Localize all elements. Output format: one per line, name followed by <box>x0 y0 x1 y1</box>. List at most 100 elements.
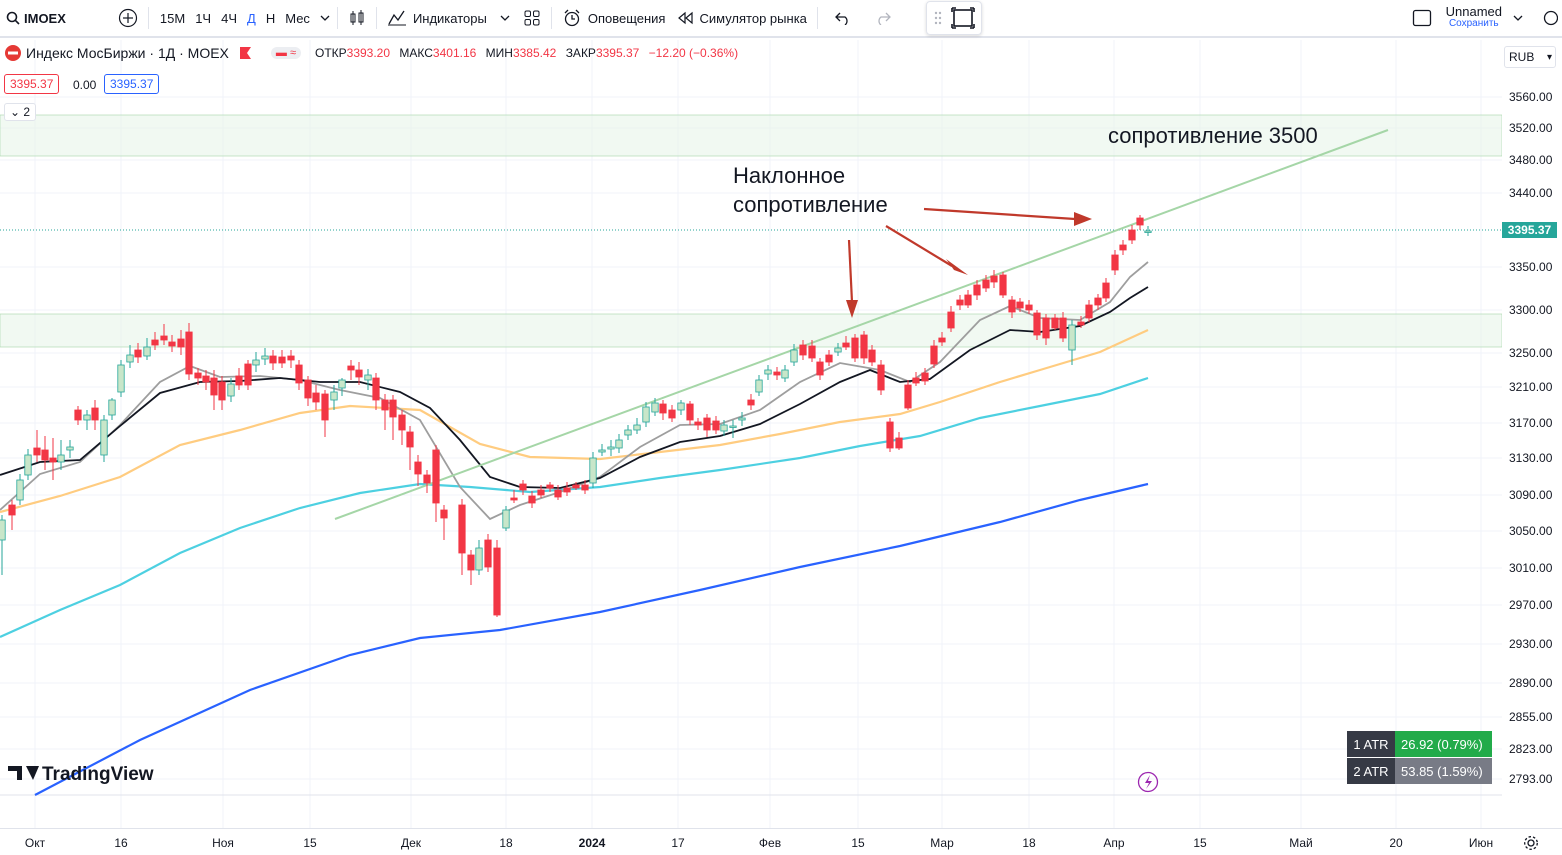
candle <box>589 452 597 488</box>
time-tick: Июн <box>1468 836 1494 850</box>
candle <box>651 398 659 416</box>
add-symbol-button[interactable] <box>112 0 144 37</box>
interval-4h[interactable]: 4Ч <box>221 10 238 26</box>
candle <box>895 432 903 450</box>
indicators-button[interactable]: Индикаторы <box>381 0 517 37</box>
atr-label: 2 ATR <box>1347 758 1395 784</box>
price-axis[interactable]: 3560.00 3520.00 3480.00 3440.00 3350.00 3300.… <box>1502 40 1562 830</box>
candle <box>816 358 824 380</box>
time-tick: Фев <box>758 836 782 850</box>
candle <box>615 434 623 453</box>
sloped-resistance-line <box>334 129 1389 520</box>
candle <box>860 331 868 364</box>
last-price-label: 3395.37 <box>1502 222 1557 238</box>
resistance-zone-upper <box>0 114 1502 157</box>
symbol-search[interactable]: IMOEX <box>0 0 72 37</box>
indicators-icon <box>387 10 406 26</box>
indicator-pill[interactable]: ▬ ≈ <box>270 47 301 59</box>
candle <box>930 340 938 368</box>
candle <box>1085 300 1093 322</box>
search-gear-icon <box>1543 10 1558 26</box>
candle <box>755 375 763 396</box>
brand-label: TradingView <box>42 764 154 785</box>
interval-1h[interactable]: 1Ч <box>195 10 212 26</box>
top-toolbar: IMOEX 15М 1Ч 4Ч Д Н Мес Индикаторы Опове… <box>0 0 1562 38</box>
replay-label: Симулятор рынка <box>699 10 807 26</box>
chevron-down-icon: ▾ <box>1546 51 1552 63</box>
candle <box>729 420 737 438</box>
time-tick: Май <box>1289 836 1313 850</box>
candle <box>877 360 885 395</box>
candle <box>799 340 807 360</box>
ohlc-values: ОТКР3393.20 МАКС3401.16 МИН3385.42 ЗАКР3… <box>314 46 739 60</box>
lightning-icon[interactable] <box>1137 771 1159 793</box>
candle <box>160 324 168 345</box>
layouts-button[interactable] <box>517 0 547 37</box>
moex-logo-icon <box>5 45 21 61</box>
candle <box>1136 215 1144 230</box>
spread-value: 0.00 <box>73 78 97 92</box>
candle <box>126 345 134 368</box>
symbol-title[interactable]: Индекс МосБиржи · 1Д · MOEX <box>26 45 229 61</box>
price-tick: 3560.00 <box>1509 90 1553 104</box>
change-value: −12.20 (−0.36%) <box>648 46 739 60</box>
atr-row-2: 2 ATR 53.85 (1.59%) <box>1347 758 1492 784</box>
candle <box>372 373 380 410</box>
replay-button[interactable]: Симулятор рынка <box>671 0 812 37</box>
candle <box>912 372 920 386</box>
settings-gear-icon[interactable] <box>1523 835 1539 851</box>
price-tick: 3520.00 <box>1509 121 1553 135</box>
candle <box>947 306 955 332</box>
layout-menu[interactable]: Unnamed Сохранить <box>1406 0 1530 37</box>
candle <box>921 368 929 385</box>
candle <box>546 482 554 492</box>
candle <box>1008 296 1016 318</box>
candle <box>938 332 946 346</box>
candle <box>1051 314 1059 330</box>
candle <box>510 490 518 503</box>
candle <box>747 394 755 410</box>
candle <box>321 390 329 437</box>
chart-canvas[interactable]: сопротивление 3500 Наклонное сопротивлен… <box>0 40 1502 828</box>
chevron-down-icon[interactable] <box>319 12 331 24</box>
interval-week[interactable]: Н <box>265 10 276 26</box>
time-axis[interactable]: Окт 16 Ноя 15 Дек 18 2024 17 Фев 15 Мар 18 Апр 15 Май 2… <box>0 828 1562 855</box>
flag-icon[interactable] <box>239 46 253 60</box>
currency-select[interactable]: RUB ▾ <box>1504 46 1556 68</box>
chart-legend: Индекс МосБиржи · 1Д · MOEX ▬ ≈ ОТКР3393… <box>0 44 744 62</box>
redo-icon <box>878 12 891 25</box>
quick-search-button[interactable] <box>1530 0 1562 37</box>
interval-month[interactable]: Мес <box>285 10 310 26</box>
candle <box>168 335 176 352</box>
candle <box>177 330 185 355</box>
layout-name: Unnamed <box>1445 4 1502 19</box>
buy-price-box[interactable]: 3395.37 <box>104 74 160 94</box>
candle <box>1068 320 1076 365</box>
time-tick: 17 <box>671 836 685 850</box>
chart-type-button[interactable] <box>342 0 372 37</box>
chevron-down-icon[interactable] <box>1512 12 1524 24</box>
candle <box>355 362 363 385</box>
candle <box>74 406 82 425</box>
drag-handle-icon[interactable] <box>933 10 943 26</box>
interval-15m[interactable]: 15М <box>159 10 186 26</box>
time-tick: 2024 <box>578 836 606 850</box>
collapse-legend-button[interactable]: ⌄ 2 <box>4 103 37 121</box>
fullscreen-icon[interactable] <box>951 7 975 29</box>
annotation-sloped-line1: Наклонное <box>733 163 845 188</box>
price-tick: 3170.00 <box>1509 416 1553 430</box>
candle <box>659 400 667 420</box>
undo-button[interactable] <box>828 0 858 37</box>
alerts-button[interactable]: Оповещения <box>556 0 672 37</box>
candle <box>563 482 571 496</box>
candle <box>261 348 269 365</box>
candle <box>304 376 312 406</box>
interval-day[interactable]: Д <box>247 10 256 26</box>
sell-price-box[interactable]: 3395.37 <box>4 74 60 94</box>
chevron-down-icon[interactable] <box>499 12 511 24</box>
candle <box>269 350 277 370</box>
fullscreen-panel <box>925 1 982 35</box>
candle <box>406 426 414 470</box>
redo-button[interactable] <box>868 0 898 37</box>
candle <box>598 444 606 456</box>
